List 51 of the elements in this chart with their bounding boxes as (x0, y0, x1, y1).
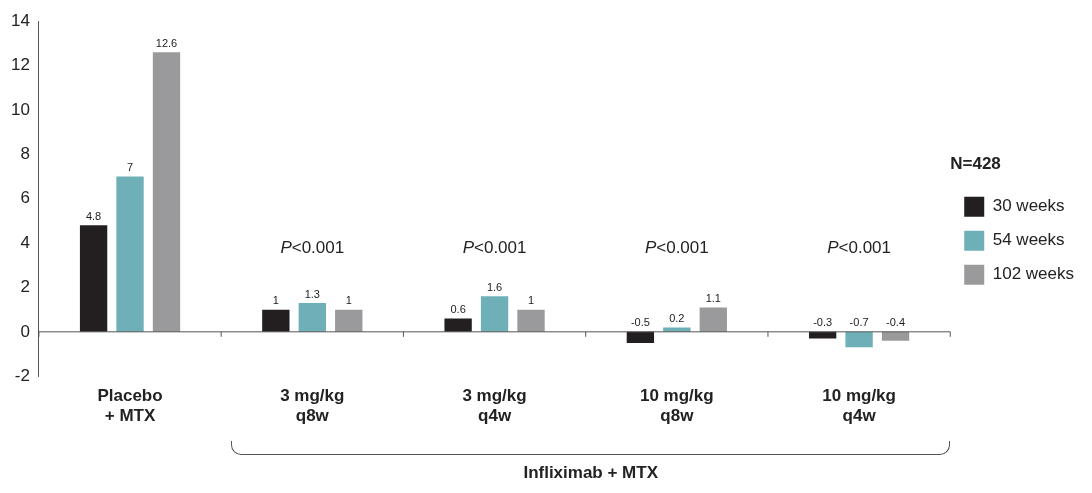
x-tick-label: 10 mg/kg q4w (822, 386, 896, 426)
y-tick-label: 12 (10, 55, 30, 75)
annotation: P<0.001 (462, 238, 527, 258)
bar (845, 331, 873, 348)
data-label: 1 (527, 294, 535, 307)
data-label: 12.6 (155, 36, 178, 49)
data-label: -0.3 (813, 316, 833, 329)
x-tick-label: 3 mg/kg q4w (462, 386, 527, 426)
bar (262, 309, 290, 332)
data-label: 1 (272, 294, 279, 307)
x-tick-label: Placebo + MTX (97, 386, 163, 426)
y-tick-label: 4 (20, 232, 30, 252)
bar (116, 176, 144, 332)
legend-label: 30 weeks (992, 196, 1065, 216)
bar (626, 331, 655, 343)
y-tick-label: 6 (20, 188, 30, 208)
data-label: 7 (126, 161, 134, 174)
data-label: 1.1 (705, 291, 721, 304)
y-tick-label: 2 (20, 277, 30, 297)
data-label: 1.3 (304, 287, 320, 300)
annotation: P<0.001 (280, 238, 345, 258)
x-tick-label: 3 mg/kg q8w (280, 386, 345, 426)
y-tick-label: -2 (14, 365, 30, 385)
data-label: -0.7 (849, 316, 869, 329)
y-tick-label: 8 (20, 144, 30, 164)
legend-label: 102 weeks (992, 264, 1075, 284)
bar (517, 309, 545, 332)
x-tick-label: 10 mg/kg q8w (639, 386, 714, 426)
legend-title: N=428 (950, 154, 1001, 174)
annotation: P<0.001 (827, 238, 892, 258)
annotation: P<0.001 (644, 238, 709, 258)
bar (298, 302, 326, 332)
y-tick-label: 10 (10, 99, 30, 119)
bar (335, 309, 363, 332)
text: Infliximab + MTX (523, 462, 659, 482)
bar (152, 52, 181, 332)
y-tick-label: 0 (20, 321, 30, 341)
y-tick-label: 14 (10, 10, 30, 30)
bar (881, 331, 910, 341)
legend-label: 54 weeks (992, 230, 1065, 250)
bar (444, 318, 472, 332)
data-label: -0.5 (630, 316, 650, 329)
data-label: 1 (345, 294, 352, 307)
data-label: 0.2 (669, 311, 685, 324)
data-label: 0.6 (450, 303, 466, 316)
bar (480, 296, 509, 332)
data-label: -0.4 (886, 316, 906, 329)
data-label: 1.6 (486, 280, 503, 293)
bar (699, 307, 727, 332)
bar (79, 225, 108, 332)
data-label: 4.8 (85, 209, 102, 222)
